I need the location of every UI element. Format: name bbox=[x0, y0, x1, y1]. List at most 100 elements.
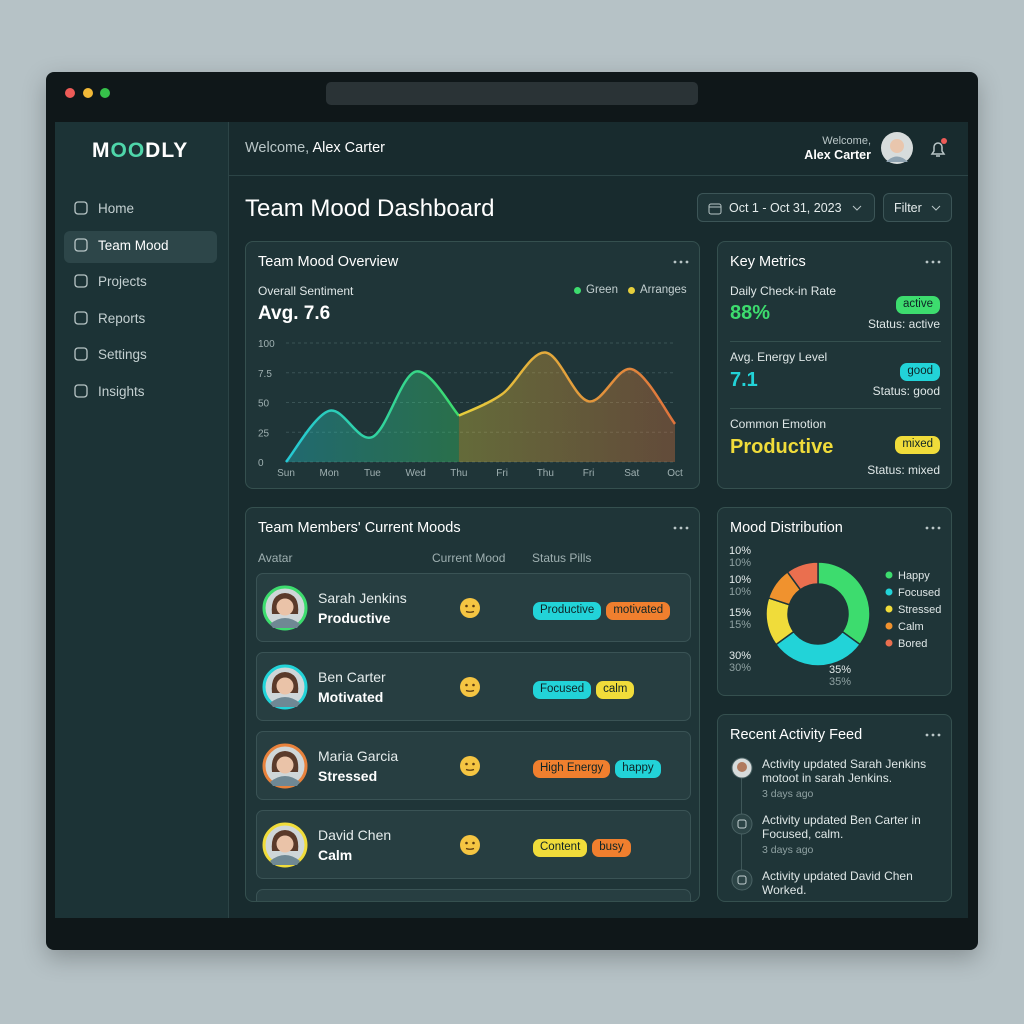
nav-item[interactable]: Projects bbox=[98, 274, 147, 290]
mood-emoji bbox=[460, 835, 480, 855]
filter-button[interactable]: Filter bbox=[883, 193, 952, 222]
legend-label: Stressed bbox=[898, 604, 941, 616]
mood-emoji bbox=[460, 598, 480, 618]
emoji-mouth bbox=[465, 610, 475, 613]
activity-text: Activity updated David Chen Worked. bbox=[762, 869, 913, 897]
status-pill: Content bbox=[533, 839, 588, 857]
user-name-small: Alex Carter bbox=[804, 148, 871, 162]
legend-label: Green bbox=[586, 284, 618, 296]
menu-dot bbox=[931, 260, 935, 264]
greeting-small: Welcome, bbox=[822, 135, 871, 147]
metric-value: 7.1 bbox=[730, 369, 758, 391]
legend-label: Calm bbox=[898, 621, 924, 633]
value-label: 10% bbox=[729, 574, 751, 586]
menu-dot bbox=[679, 260, 683, 264]
activity-icon bbox=[731, 757, 753, 779]
legend-dot bbox=[885, 571, 893, 579]
member-row[interactable]: Maria Garcia Stressed High Energy happy bbox=[256, 731, 691, 800]
member-name: Maria Garcia bbox=[318, 748, 399, 764]
status-pill: busy bbox=[592, 839, 631, 857]
menu-dot bbox=[925, 733, 929, 737]
card-title: Mood Distribution bbox=[730, 520, 843, 536]
icon-circle bbox=[731, 813, 753, 835]
member-row[interactable]: Sarah Jenkins Productive Productive motivat… bbox=[256, 573, 691, 642]
brand: MOODLY bbox=[92, 140, 188, 161]
nav-item[interactable]: Insights bbox=[98, 384, 145, 399]
more-menu[interactable] bbox=[924, 731, 942, 739]
value-label-sub: 30% bbox=[729, 662, 751, 674]
distribution-card: Mood Distribution 35% 35% 30% 30% 15% 15% 10% 1… bbox=[717, 507, 952, 696]
icon-shape bbox=[74, 311, 88, 325]
nav-item[interactable]: Reports bbox=[98, 310, 146, 326]
brand-part: OO bbox=[110, 139, 146, 162]
divider bbox=[730, 408, 941, 409]
close-dot[interactable] bbox=[65, 88, 75, 98]
filter-label: Filter bbox=[894, 201, 922, 215]
emoji-mouth bbox=[465, 847, 475, 850]
column-header: Avatar bbox=[258, 551, 293, 565]
legend-label: Arranges bbox=[640, 284, 687, 296]
avatar-face bbox=[276, 598, 294, 616]
nav-item[interactable]: Home bbox=[98, 201, 135, 216]
activity-icon bbox=[731, 813, 753, 835]
legend-dot bbox=[885, 588, 893, 596]
nav-item[interactable]: Team Mood bbox=[98, 237, 169, 253]
legend-label: Happy bbox=[898, 570, 930, 582]
minimize-dot[interactable] bbox=[83, 88, 93, 98]
nav-item[interactable]: Settings bbox=[98, 347, 147, 363]
y-tick-label: 25 bbox=[258, 428, 270, 439]
menu-dot bbox=[925, 260, 929, 264]
maximize-dot[interactable] bbox=[100, 88, 110, 98]
activity-text: Activity updated Sarah Jenkins motoot in… bbox=[762, 757, 927, 785]
date-range: Oct 1 - Oct 31, 2023 bbox=[729, 201, 842, 215]
icon-shape bbox=[74, 237, 88, 252]
more-menu[interactable] bbox=[924, 258, 942, 266]
more-menu[interactable] bbox=[924, 524, 942, 532]
x-tick-label: Thu bbox=[450, 468, 467, 479]
x-tick-label: Sun bbox=[277, 468, 295, 479]
emoji-eye bbox=[465, 683, 468, 687]
emoji-mouth bbox=[465, 768, 475, 771]
member-name: David Chen bbox=[318, 827, 392, 843]
avatar-body bbox=[270, 697, 300, 707]
header-welcome: Welcome, Alex Carter bbox=[245, 141, 385, 156]
icon-shape bbox=[74, 384, 88, 398]
column-header: Current Mood bbox=[432, 551, 506, 565]
menu-dot bbox=[673, 526, 677, 530]
address-bar[interactable] bbox=[326, 82, 698, 105]
menu-dot bbox=[679, 526, 683, 530]
donut-segment bbox=[817, 561, 871, 646]
emoji-face bbox=[460, 598, 480, 618]
member-name: Sarah Jenkins bbox=[318, 590, 407, 606]
area-fill bbox=[458, 352, 675, 462]
icon-face bbox=[737, 762, 747, 772]
date-range-button[interactable]: Oct 1 - Oct 31, 2023 bbox=[697, 193, 875, 222]
metric-pill: good bbox=[900, 363, 940, 381]
avatar-body bbox=[270, 618, 300, 628]
bell-icon[interactable] bbox=[930, 142, 946, 157]
avatar bbox=[262, 585, 308, 631]
menu-dot bbox=[931, 733, 935, 737]
key-metrics-card: Key Metrics Daily Check-in Rate 88% active… bbox=[717, 241, 952, 489]
metric-pill: mixed bbox=[895, 436, 940, 454]
nav-icon bbox=[74, 384, 88, 398]
more-menu[interactable] bbox=[672, 258, 690, 266]
y-tick-label: 100 bbox=[258, 339, 275, 350]
emoji-face bbox=[460, 835, 480, 855]
chevron bbox=[852, 205, 862, 211]
header-divider bbox=[229, 175, 968, 176]
more-menu[interactable] bbox=[672, 524, 690, 532]
menu-dot bbox=[937, 733, 941, 737]
icon-glyph bbox=[737, 819, 747, 829]
card-title: Recent Activity Feed bbox=[730, 727, 863, 743]
chevron bbox=[931, 205, 941, 211]
notification-dot bbox=[941, 138, 947, 144]
legend-dot bbox=[574, 287, 581, 294]
menu-dot bbox=[685, 526, 689, 530]
member-row[interactable]: Ben Carter Motivated Focused calm bbox=[256, 652, 691, 721]
nav-icon bbox=[74, 201, 88, 215]
avatar-face bbox=[276, 756, 294, 774]
menu-dot bbox=[937, 526, 941, 530]
member-row[interactable]: David Chen Calm Content busy bbox=[256, 810, 691, 879]
